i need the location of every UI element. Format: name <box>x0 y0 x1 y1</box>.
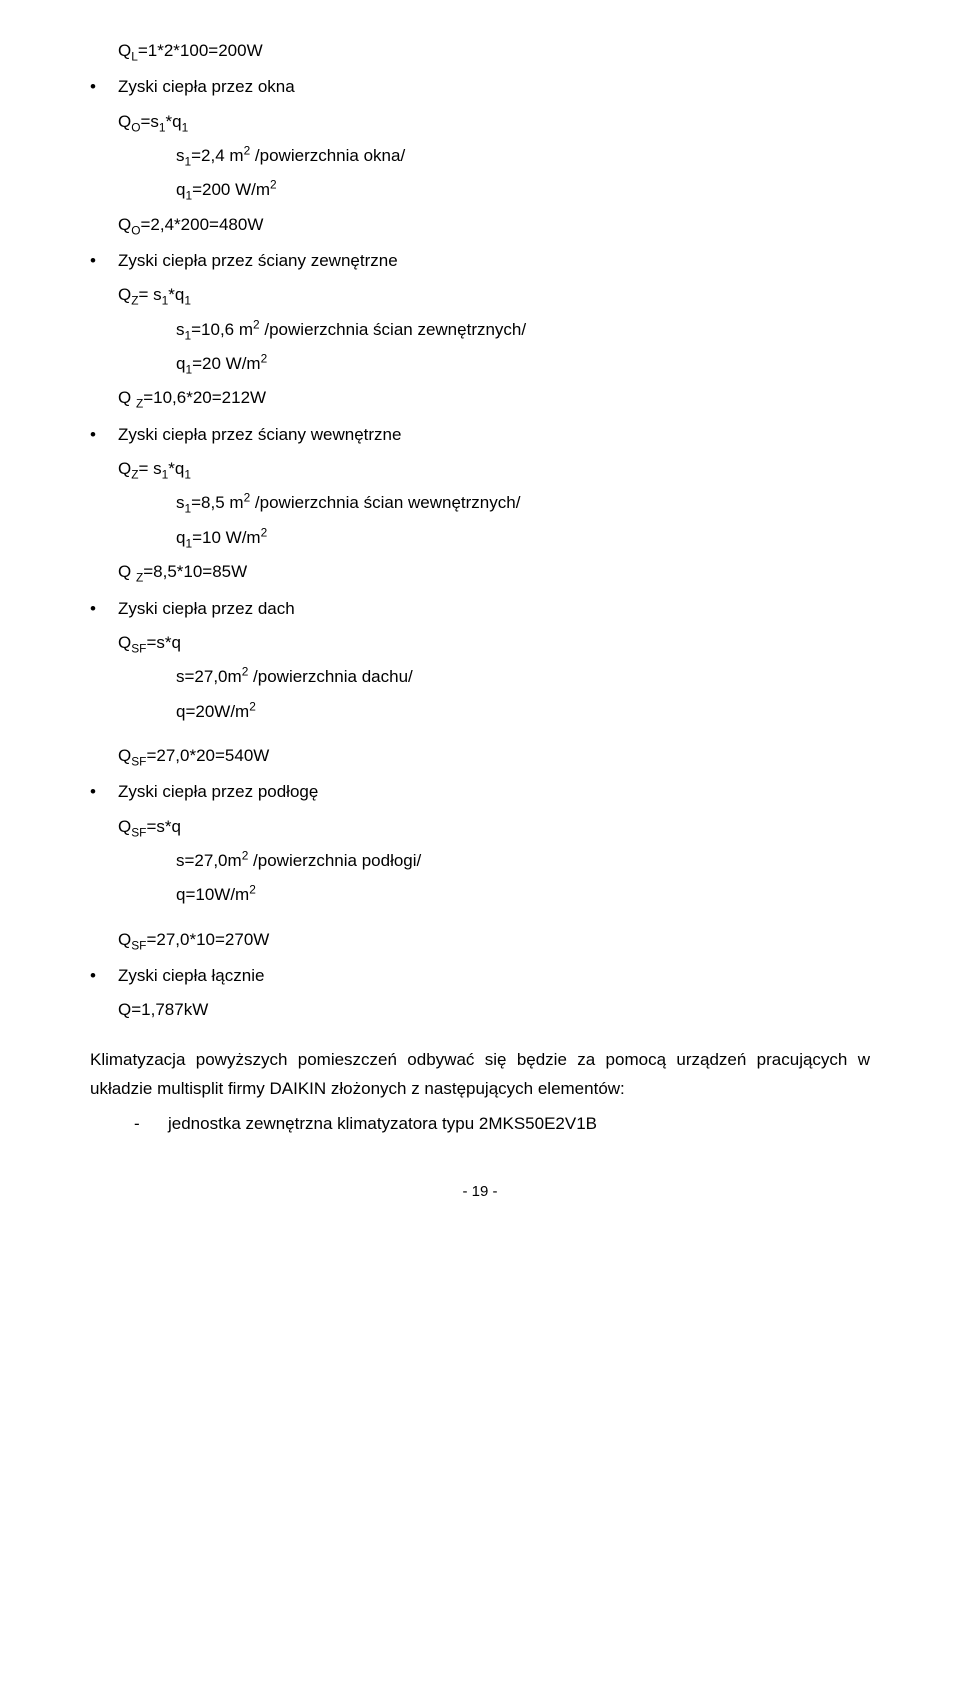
bullet-dach: • Zyski ciepła przez dach <box>90 596 870 622</box>
line-s1-okna: s1=2,4 m2 /powierzchnia okna/ <box>176 143 870 169</box>
bullet-dot: • <box>90 422 118 448</box>
line-s1-zew: s1=10,6 m2 /powierzchnia ścian zewnętrzn… <box>176 317 870 343</box>
bullet-text: Zyski ciepła przez ściany wewnętrzne <box>118 422 870 448</box>
bullet-dot: • <box>90 779 118 805</box>
bullet-text: Zyski ciepła przez okna <box>118 74 870 100</box>
line-q1-okna: q1=200 W/m2 <box>176 177 870 203</box>
line-qsf-result-dach: QSF=27,0*20=540W <box>118 743 870 769</box>
line-s-podloga: s=27,0m2 /powierzchnia podłogi/ <box>176 848 870 874</box>
line-s-dach: s=27,0m2 /powierzchnia dachu/ <box>176 664 870 690</box>
dash-item-jednostka: - jednostka zewnętrzna klimatyzatora typ… <box>134 1111 870 1137</box>
bullet-dot: • <box>90 963 118 989</box>
line-q-dach: q=20W/m2 <box>176 699 870 725</box>
line-qo-formula: QO=s1*q1 <box>118 109 870 135</box>
bullet-text: Zyski ciepła przez ściany zewnętrzne <box>118 248 870 274</box>
line-q1-wew: q1=10 W/m2 <box>176 525 870 551</box>
line-s1-wew: s1=8,5 m2 /powierzchnia ścian wewnętrzny… <box>176 490 870 516</box>
line-q-podloga: q=10W/m2 <box>176 882 870 908</box>
bullet-sciany-zew: • Zyski ciepła przez ściany zewnętrzne <box>90 248 870 274</box>
bullet-sciany-wew: • Zyski ciepła przez ściany wewnętrzne <box>90 422 870 448</box>
bullet-dot: • <box>90 596 118 622</box>
dash-mark: - <box>134 1111 168 1137</box>
line-qsf-formula-dach: QSF=s*q <box>118 630 870 656</box>
bullet-text: Zyski ciepła przez podłogę <box>118 779 870 805</box>
paragraph-klimatyzacja: Klimatyzacja powyższych pomieszczeń odby… <box>90 1046 870 1104</box>
bullet-text: Zyski ciepła przez dach <box>118 596 870 622</box>
line-qz-result-zew: Q Z=10,6*20=212W <box>118 385 870 411</box>
line-qo-result: QO=2,4*200=480W <box>118 212 870 238</box>
line-q1-zew: q1=20 W/m2 <box>176 351 870 377</box>
line-q-total: Q=1,787kW <box>118 997 870 1023</box>
line-qz-result-wew: Q Z=8,5*10=85W <box>118 559 870 585</box>
line-qsf-result-podloga: QSF=27,0*10=270W <box>118 927 870 953</box>
page-number: - 19 - <box>90 1180 870 1203</box>
bullet-lacznie: • Zyski ciepła łącznie <box>90 963 870 989</box>
bullet-dot: • <box>90 74 118 100</box>
dash-text: jednostka zewnętrzna klimatyzatora typu … <box>168 1111 597 1137</box>
line-qz-formula: QZ= s1*q1 <box>118 282 870 308</box>
bullet-text: Zyski ciepła łącznie <box>118 963 870 989</box>
line-ql: QL=1*2*100=200W <box>118 38 870 64</box>
bullet-okna: • Zyski ciepła przez okna <box>90 74 870 100</box>
bullet-dot: • <box>90 248 118 274</box>
line-qsf-formula-podloga: QSF=s*q <box>118 814 870 840</box>
bullet-podloga: • Zyski ciepła przez podłogę <box>90 779 870 805</box>
line-qz-formula-wew: QZ= s1*q1 <box>118 456 870 482</box>
